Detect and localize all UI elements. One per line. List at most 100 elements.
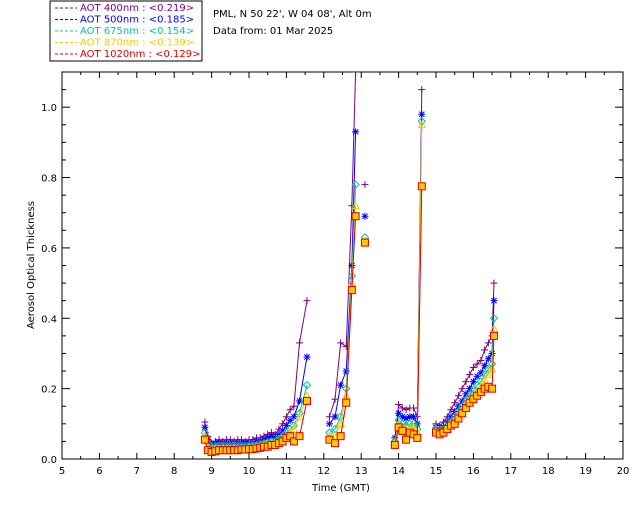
plot-series	[200, 72, 499, 456]
legend: AOT 400nm : <0.219>AOT 500nm : <0.185>AO…	[49, 0, 203, 62]
data-point	[286, 416, 294, 424]
data-point	[390, 440, 399, 449]
data-point	[484, 339, 492, 347]
data-point	[282, 422, 290, 430]
x-tick-label: 5	[59, 466, 65, 477]
data-point	[402, 435, 411, 444]
data-point	[351, 212, 360, 221]
data-point	[451, 399, 459, 407]
x-tick-label: 11	[280, 466, 293, 477]
data-point	[351, 180, 360, 189]
data-point	[477, 356, 485, 364]
data-point	[410, 413, 418, 421]
data-point	[418, 86, 426, 94]
x-tick-label: 14	[392, 466, 405, 477]
data-point	[489, 314, 499, 323]
data-point	[342, 398, 351, 407]
data-point	[484, 355, 492, 363]
data-point	[352, 72, 360, 76]
data-point	[417, 182, 426, 191]
data-point	[360, 238, 369, 247]
date-header: Data from: 01 Mar 2025	[213, 26, 333, 37]
series-4	[200, 182, 498, 456]
data-point	[398, 404, 406, 412]
data-point	[395, 400, 403, 408]
data-point	[302, 396, 311, 405]
data-point	[402, 406, 410, 414]
data-point	[347, 286, 356, 295]
data-point	[200, 435, 209, 444]
x-axis-label: Time (GMT)	[311, 483, 370, 494]
data-point	[290, 413, 298, 421]
data-point	[282, 413, 290, 421]
x-tick-label: 12	[317, 466, 330, 477]
data-point	[342, 367, 350, 375]
data-point	[469, 364, 477, 372]
data-point	[352, 128, 360, 136]
data-point	[410, 404, 418, 412]
y-axis-label: Aerosol Optical Thickness	[26, 201, 37, 329]
data-point	[337, 381, 345, 389]
legend-label: AOT 400nm : <0.219>	[80, 3, 194, 14]
x-tick-label: 8	[171, 466, 177, 477]
legend-label: AOT 675nm : <0.154>	[80, 26, 194, 37]
x-tick-label: 6	[96, 466, 102, 477]
data-point	[290, 402, 298, 410]
data-point	[466, 371, 474, 379]
legend-label: AOT 500nm : <0.185>	[80, 15, 194, 26]
data-point	[489, 324, 499, 333]
data-point	[295, 339, 303, 347]
data-point	[351, 201, 360, 209]
data-point	[490, 297, 498, 305]
y-tick-label: 0.6	[41, 244, 57, 255]
data-point	[302, 380, 312, 390]
data-point	[361, 181, 369, 189]
x-tick-label: 13	[355, 466, 368, 477]
data-point	[295, 432, 304, 441]
data-point	[289, 437, 298, 446]
x-tick-label: 15	[430, 466, 443, 477]
data-point	[462, 378, 470, 386]
data-point	[484, 370, 493, 378]
y-tick-label: 0.4	[41, 314, 57, 325]
x-tick-label: 7	[134, 466, 140, 477]
x-tick-label: 16	[467, 466, 480, 477]
data-point	[418, 110, 426, 118]
series-line	[394, 89, 423, 442]
data-point	[295, 397, 303, 405]
data-point	[487, 364, 497, 373]
data-point	[490, 279, 498, 287]
series-line	[328, 72, 357, 417]
series-0	[201, 72, 498, 447]
data-point	[331, 439, 340, 448]
x-tick-label: 19	[579, 466, 592, 477]
data-point	[473, 360, 481, 368]
plot-axes: 5 6 7 8 9 10 11 12 13 14 15 16 17 18 19 20 0.0 0.2 0.4 0.6 0…	[41, 71, 629, 477]
data-point	[454, 392, 462, 400]
data-point	[480, 375, 489, 384]
y-tick-label: 1.0	[41, 103, 57, 114]
data-point	[336, 432, 345, 441]
data-point	[489, 331, 498, 340]
y-tick-label: 0.8	[41, 174, 57, 185]
data-point	[466, 385, 474, 393]
y-tick-label: 0.0	[41, 455, 57, 466]
data-point	[286, 406, 294, 414]
data-point	[458, 385, 466, 393]
data-point	[413, 433, 422, 442]
data-point	[481, 362, 489, 370]
data-point	[361, 212, 369, 220]
data-point	[331, 395, 339, 403]
data-point	[488, 384, 497, 393]
legend-label: AOT 1020nm : <0.129>	[80, 49, 200, 60]
data-point	[289, 424, 299, 433]
location-header: PML, N 50 22', W 04 08', Alt 0m	[213, 9, 372, 20]
data-point	[303, 297, 311, 305]
y-tick-label: 0.2	[41, 385, 57, 396]
data-point	[417, 120, 427, 129]
x-tick-label: 17	[504, 466, 517, 477]
x-tick-label: 9	[208, 466, 214, 477]
x-tick-label: 10	[243, 466, 256, 477]
data-point	[337, 339, 345, 347]
